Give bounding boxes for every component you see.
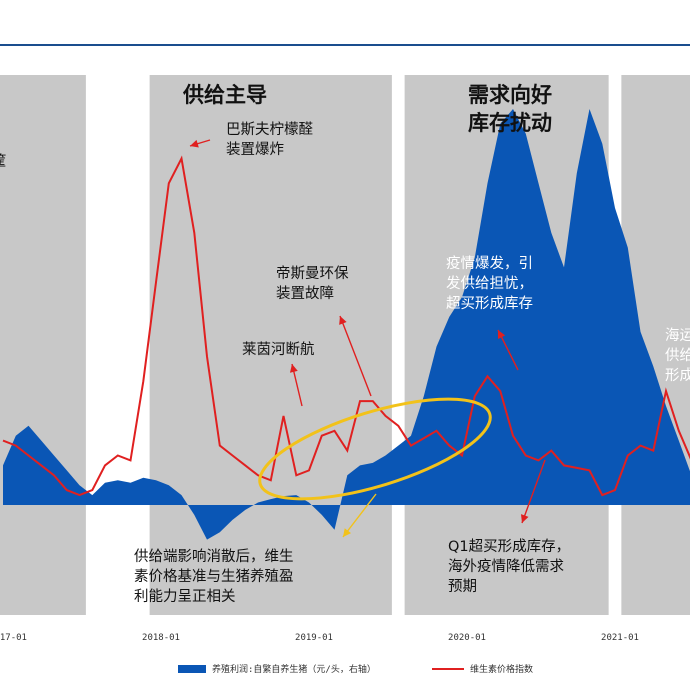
annotation-2-line-0: 莱茵河断航 (242, 341, 315, 358)
annotation-3-line-2: 超买形成库存 (446, 295, 533, 312)
legend-line-label: 维生素价格指数 (470, 663, 533, 675)
x-tick-1: 2018-01 (142, 633, 180, 643)
annotation-1-line-1: 装置故障 (276, 284, 334, 302)
arrow-q1-shaft (521, 459, 546, 524)
band-title-2-1: 库存扰动 (468, 111, 552, 135)
arrow-dsm-head (339, 316, 347, 325)
arrow-ellipse-head (343, 528, 352, 537)
x-axis-ticks: 2017-01 2018-01 2019-01 2020-01 2021-01 (0, 633, 639, 643)
annotation-3-line-0: 疫情爆发，引 (446, 255, 533, 272)
annotation-0-line-1: 装置爆炸 (226, 141, 284, 158)
x-tick-0: 2017-01 (0, 633, 27, 643)
annotation-5-line-1: 素价格基准与生猪养殖盈 (134, 568, 294, 585)
x-tick-2: 2019-01 (295, 633, 333, 643)
annotation-5-line-2: 利能力呈正相关 (134, 588, 236, 605)
annotation-4-line-2: 形成 (665, 367, 690, 384)
x-tick-4: 2021-01 (601, 633, 639, 643)
annotation-5-line-0: 供给端影响消散后，维生 (134, 548, 294, 565)
band-title-2-0: 需求向好 (468, 83, 552, 107)
annotation-6-line-0: Q1超买形成库存， (448, 538, 570, 555)
correlation-ellipse (258, 397, 492, 501)
annotation-4-line-0: 海运 (665, 327, 690, 344)
arrow-dsm-shaft (339, 315, 372, 397)
legend-area-label: 养殖利润:自繁自养生猪（元/头，右轴） (212, 663, 376, 675)
annotation-6-line-2: 预期 (448, 578, 477, 595)
legend-area-swatch (178, 665, 206, 673)
annotation-7-line-0: 筐 (0, 153, 7, 170)
breeding-profit-area (3, 109, 690, 540)
arrow-epidemic-head (498, 330, 506, 339)
annotation-1-line-0: 帝斯曼环保 (276, 265, 349, 282)
annotation-6-line-1: 海外疫情降低需求 (448, 558, 564, 575)
x-tick-3: 2020-01 (448, 633, 486, 643)
annotation-4-line-1: 供给 (665, 347, 690, 364)
arrow-basf-head (190, 139, 199, 148)
annotation-arrows (189, 139, 546, 538)
annotation-0-line-0: 巴斯夫柠檬醛 (226, 121, 313, 138)
arrow-rhine-head (289, 364, 298, 373)
band-0 (0, 75, 86, 615)
band-title-1-0: 供给主导 (182, 83, 267, 107)
legend: 养殖利润:自繁自养生猪（元/头，右轴） 维生素价格指数 (178, 663, 533, 675)
arrow-ellipse-shaft (342, 493, 377, 538)
annotation-3-line-1: 发供给担忧， (446, 275, 533, 292)
vitamin-price-line (2, 155, 690, 497)
arrow-q1-head (520, 514, 529, 523)
